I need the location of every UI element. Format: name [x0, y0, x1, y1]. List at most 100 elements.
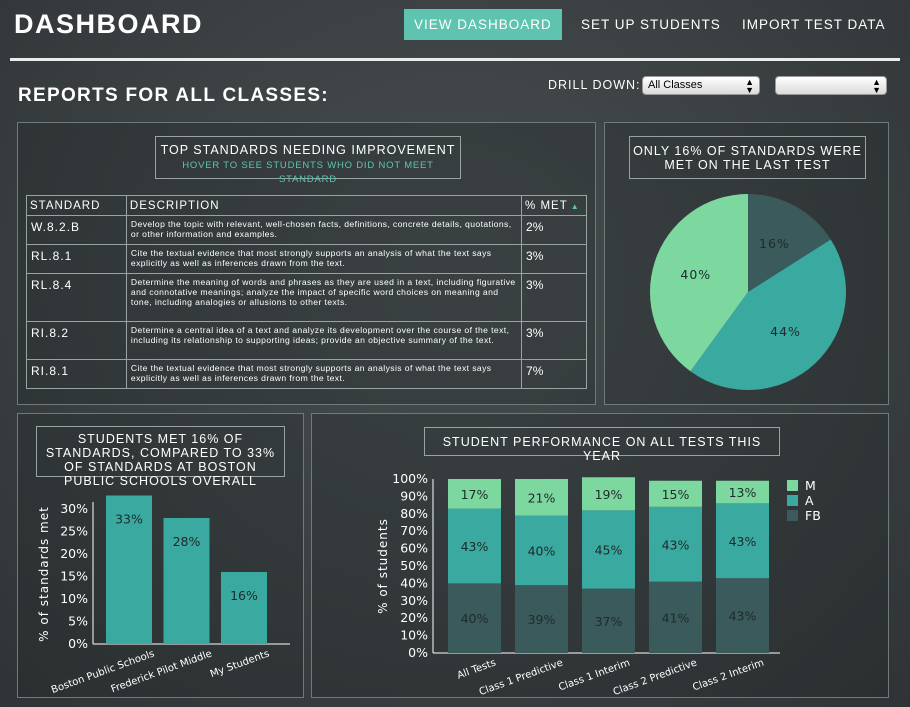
standard-code: RI.8.2 — [26, 321, 127, 360]
y-tick-label: 20% — [60, 546, 88, 561]
x-tick-label: My Students — [209, 648, 271, 680]
bar-title-box: STUDENTS MET 16% OF STANDARDS, COMPARED … — [36, 426, 285, 488]
stack-title-box: STUDENT PERFORMANCE ON ALL TESTS THIS YE… — [424, 427, 780, 463]
table-row[interactable]: RL.8.1 Cite the textual evidence that mo… — [26, 244, 587, 274]
stack-segment-FB — [448, 583, 501, 653]
y-tick-label: 100% — [392, 471, 428, 486]
class-select[interactable]: All Classes ▲ ▼ — [642, 76, 760, 95]
column-header-standard[interactable]: STANDARD — [26, 195, 127, 216]
y-tick-label: 60% — [400, 541, 428, 556]
segment-value-label: 41% — [662, 610, 690, 625]
standard-description: Cite the textual evidence that most stro… — [125, 359, 523, 389]
table-row[interactable]: W.8.2.B Develop the topic with relevant,… — [26, 215, 587, 245]
nav-import-test-data[interactable]: IMPORT TEST DATA — [742, 17, 886, 32]
segment-value-label: 40% — [528, 543, 556, 558]
pie-slice-label: 44% — [770, 324, 801, 339]
standard-pct-met: 3% — [521, 244, 587, 274]
y-tick-label: 0% — [408, 645, 428, 660]
table-row[interactable]: RL.8.4 Determine the meaning of words an… — [26, 273, 587, 322]
segment-value-label: 17% — [461, 487, 489, 502]
pie-slice-0 — [748, 194, 831, 292]
table-row[interactable]: RI.8.2 Determine a central idea of a tex… — [26, 321, 587, 360]
standard-pct-met: 3% — [521, 273, 587, 322]
x-tick-label: Frederick Pilot Middle — [110, 648, 214, 695]
standard-pct-met: 7% — [521, 359, 587, 389]
table-row[interactable]: RI.8.1 Cite the textual evidence that mo… — [26, 359, 587, 389]
class-select-value: All Classes — [648, 79, 703, 91]
app-title: DASHBOARD — [14, 9, 203, 39]
reports-title: REPORTS FOR ALL CLASSES: — [18, 85, 329, 106]
stack-segment-FB — [716, 578, 769, 653]
segment-value-label: 39% — [528, 612, 556, 627]
legend-label: FB — [805, 508, 821, 523]
select-arrows-icon: ▲ ▼ — [745, 77, 754, 95]
x-tick-label: Class 2 Interim — [691, 657, 765, 693]
bar-panel: STUDENTS MET 16% OF STANDARDS, COMPARED … — [17, 413, 304, 698]
standard-description: Determine a central idea of a text and a… — [125, 321, 523, 360]
drill-down-label: DRILL DOWN: — [548, 78, 641, 92]
stack-segment-A — [716, 503, 769, 579]
y-tick-label: 25% — [60, 524, 88, 539]
x-tick-label: All Tests — [456, 657, 498, 681]
y-axis-label: % of students — [376, 518, 390, 614]
column-header-description[interactable]: DESCRIPTION — [125, 195, 523, 216]
header-divider — [10, 58, 900, 61]
pie-slice-label: 40% — [680, 267, 711, 282]
stack-segment-M — [582, 477, 635, 511]
y-tick-label: 15% — [60, 569, 88, 584]
legend-swatch-FB — [787, 510, 798, 521]
standard-code: RL.8.1 — [26, 244, 127, 274]
stack-segment-FB — [582, 588, 635, 653]
segment-value-label: 21% — [528, 490, 556, 505]
y-tick-label: 70% — [400, 523, 428, 538]
standard-code: W.8.2.B — [26, 215, 127, 245]
pie-panel: ONLY 16% OF STANDARDS WERE MET ON THE LA… — [604, 122, 889, 405]
stack-segment-M — [448, 479, 501, 509]
legend-label: M — [805, 478, 816, 493]
segment-value-label: 43% — [729, 609, 757, 624]
segment-value-label: 15% — [662, 487, 690, 502]
y-axis-label: % of standards met — [37, 506, 51, 642]
table-header-row: STANDARD DESCRIPTION % MET ▲ — [26, 195, 587, 216]
select-arrows-icon: ▲ ▼ — [872, 77, 881, 95]
standard-pct-met: 3% — [521, 321, 587, 360]
y-tick-label: 5% — [68, 614, 88, 629]
legend-label: A — [805, 493, 814, 508]
segment-value-label: 37% — [595, 614, 623, 629]
standards-title: TOP STANDARDS NEEDING IMPROVEMENT — [160, 143, 456, 157]
pie-title: ONLY 16% OF STANDARDS WERE MET ON THE LA… — [633, 144, 862, 172]
stack-segment-M — [649, 480, 702, 507]
pie-slice-1 — [690, 239, 846, 390]
y-tick-label: 0% — [68, 636, 88, 651]
segment-value-label: 43% — [729, 534, 757, 549]
pie-title-box: ONLY 16% OF STANDARDS WERE MET ON THE LA… — [629, 136, 866, 179]
bar — [106, 495, 152, 644]
sub-select[interactable]: ▲ ▼ — [775, 76, 887, 95]
segment-value-label: 13% — [729, 485, 757, 500]
stack-segment-A — [515, 515, 568, 586]
standards-subtitle: HOVER TO SEE STUDENTS WHO DID NOT MEET S… — [182, 160, 434, 185]
legend-swatch-A — [787, 495, 798, 506]
standard-code: RL.8.4 — [26, 273, 127, 322]
bar-value-label: 16% — [230, 588, 258, 603]
stack-segment-M — [716, 480, 769, 504]
segment-value-label: 40% — [461, 611, 489, 626]
nav-view-dashboard[interactable]: VIEW DASHBOARD — [404, 9, 562, 40]
standards-panel: TOP STANDARDS NEEDING IMPROVEMENT HOVER … — [17, 122, 596, 405]
standard-pct-met: 2% — [521, 215, 587, 245]
stack-segment-A — [448, 508, 501, 584]
segment-value-label: 43% — [662, 537, 690, 552]
y-tick-label: 40% — [400, 575, 428, 590]
column-header-pct-met[interactable]: % MET ▲ — [521, 195, 587, 216]
nav-set-up-students[interactable]: SET UP STUDENTS — [581, 17, 721, 32]
stack-segment-A — [582, 510, 635, 589]
bar-value-label: 33% — [115, 512, 143, 527]
y-tick-label: 80% — [400, 506, 428, 521]
y-tick-label: 20% — [400, 610, 428, 625]
legend-swatch-M — [787, 480, 798, 491]
standards-table: STANDARD DESCRIPTION % MET ▲ W.8.2.B Deve… — [26, 195, 587, 389]
pie-slice-2 — [650, 194, 748, 372]
pie-chart: 16% 44% 40% — [650, 194, 846, 390]
sort-ascending-icon: ▲ — [570, 201, 580, 211]
stack-segment-M — [515, 479, 568, 516]
